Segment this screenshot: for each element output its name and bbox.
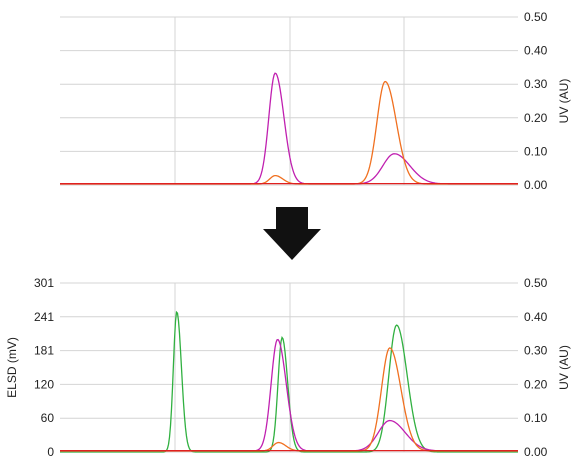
y-left-tick-label: 60	[41, 411, 55, 425]
y-left-tick-label: 181	[34, 344, 54, 358]
y-right-tick-label: 0.30	[524, 77, 548, 91]
y-left-tick-label: 120	[34, 377, 54, 391]
y-right-tick-label: 0.50	[524, 276, 548, 290]
y-right-tick-label: 0.30	[524, 344, 548, 358]
y-right-tick-label: 0.40	[524, 310, 548, 324]
y-right-tick-label: 0.00	[524, 445, 548, 459]
uv-chromatogram-before: 0.00 0.10 0.20 0.30 0.40 0.50 UV (AU)	[60, 10, 571, 192]
y-left-tick-label: 0	[47, 445, 54, 459]
y-right-tick-label: 0.20	[524, 377, 548, 391]
elsd-uv-chromatogram-after: 0.00 0.10 0.20 0.30 0.40 0.50 UV (AU) 0 60 120 181…	[5, 276, 571, 459]
y-right-axis-label: UV (AU)	[557, 345, 571, 390]
down-arrow-icon	[263, 207, 321, 260]
y-right-tick-label: 0.20	[524, 111, 548, 125]
y-right-axis-label: UV (AU)	[557, 79, 571, 124]
y-right-tick-label: 0.40	[524, 44, 548, 58]
y-right-tick-label: 0.50	[524, 10, 548, 24]
y-right-tick-label: 0.10	[524, 411, 548, 425]
series-line-0	[60, 310, 518, 453]
y-left-tick-label: 241	[34, 310, 54, 324]
series-line-0	[60, 72, 518, 185]
y-right-tick-label: 0.10	[524, 144, 548, 158]
y-right-tick-label: 0.00	[524, 178, 548, 192]
y-left-tick-label: 301	[34, 276, 54, 290]
series-line-1	[60, 80, 518, 185]
y-left-axis-label: ELSD (mV)	[5, 337, 19, 398]
